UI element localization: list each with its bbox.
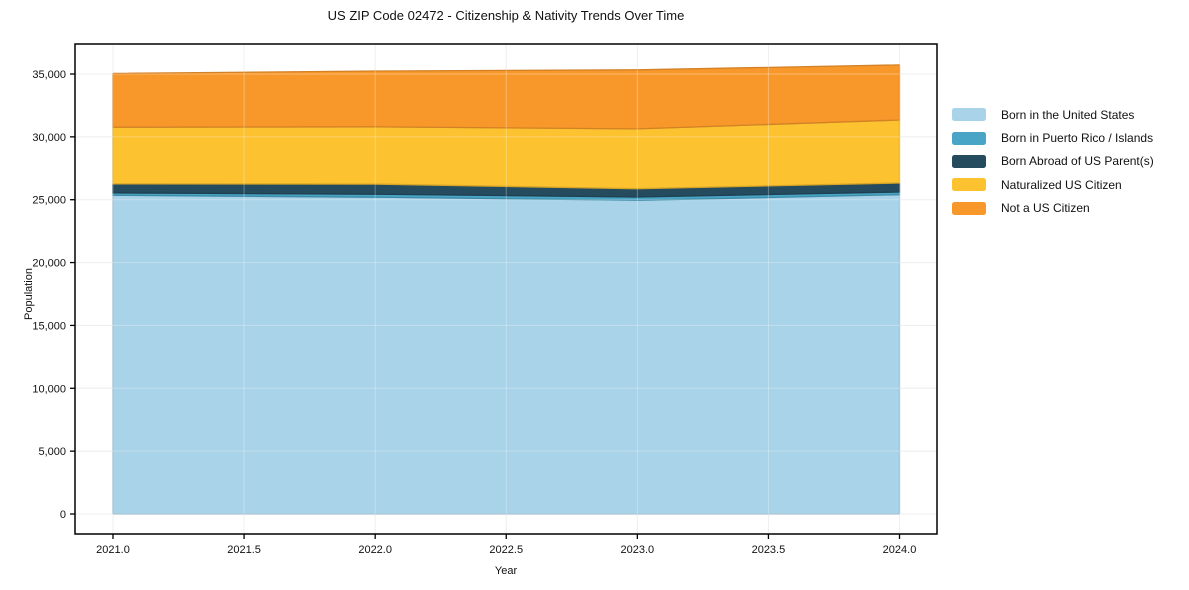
y-tick-label: 15,000 <box>32 320 66 332</box>
legend-label: Naturalized US Citizen <box>1001 177 1122 192</box>
y-tick-label: 30,000 <box>32 132 66 144</box>
legend-swatch-icon <box>952 154 986 168</box>
x-tick-label: 2022.0 <box>358 544 392 556</box>
y-tick-label: 25,000 <box>32 195 66 207</box>
y-tick-label: 35,000 <box>32 69 66 81</box>
legend-swatch-icon <box>952 108 986 122</box>
x-tick-label: 2021.0 <box>96 544 130 556</box>
legend-item-born-abroad-of-us-parent-s: Born Abroad of US Parent(s) <box>952 150 1154 173</box>
legend-swatch-icon <box>952 178 986 192</box>
tick-labels: 2021.0 2021.5 2022.0 2022.5 2023.0 2023.5 2024… <box>32 69 916 556</box>
y-tick-label: 10,000 <box>32 383 66 395</box>
legend-swatch-icon <box>952 201 986 215</box>
legend: Born in the United States Born in Puerto … <box>952 103 1154 220</box>
legend-item-born-in-puerto-rico-islands: Born in Puerto Rico / Islands <box>952 126 1154 149</box>
x-tick-label: 2023.5 <box>752 544 786 556</box>
legend-label: Born Abroad of US Parent(s) <box>1001 154 1154 169</box>
area-not-a-us-citizen <box>112 64 901 130</box>
x-tick-label: 2023.0 <box>621 544 655 556</box>
y-tick-label: 5,000 <box>38 446 66 458</box>
legend-swatch-icon <box>952 131 986 145</box>
x-tick-label: 2022.5 <box>489 544 523 556</box>
legend-item-born-in-the-united-states: Born in the United States <box>952 103 1154 126</box>
x-tick-label: 2024.0 <box>883 544 917 556</box>
legend-label: Born in the United States <box>1001 107 1135 122</box>
x-tick-label: 2021.5 <box>227 544 261 556</box>
legend-label: Born in Puerto Rico / Islands <box>1001 131 1154 146</box>
legend-item-not-a-us-citizen: Not a US Citizen <box>952 197 1154 220</box>
legend-item-naturalized-us-citizen: Naturalized US Citizen <box>952 173 1154 196</box>
y-tick-label: 0 <box>60 509 66 521</box>
axis-ticks <box>70 73 901 539</box>
y-tick-label: 20,000 <box>32 258 66 270</box>
x-axis-label: Year <box>494 565 518 577</box>
gridlines-over <box>75 44 937 534</box>
legend-label: Not a US Citizen <box>1001 201 1090 216</box>
chart-title: US ZIP Code 02472 - Citizenship & Nativi… <box>327 8 685 23</box>
y-axis-label: Population <box>23 268 35 320</box>
stacked-areas <box>112 64 901 515</box>
